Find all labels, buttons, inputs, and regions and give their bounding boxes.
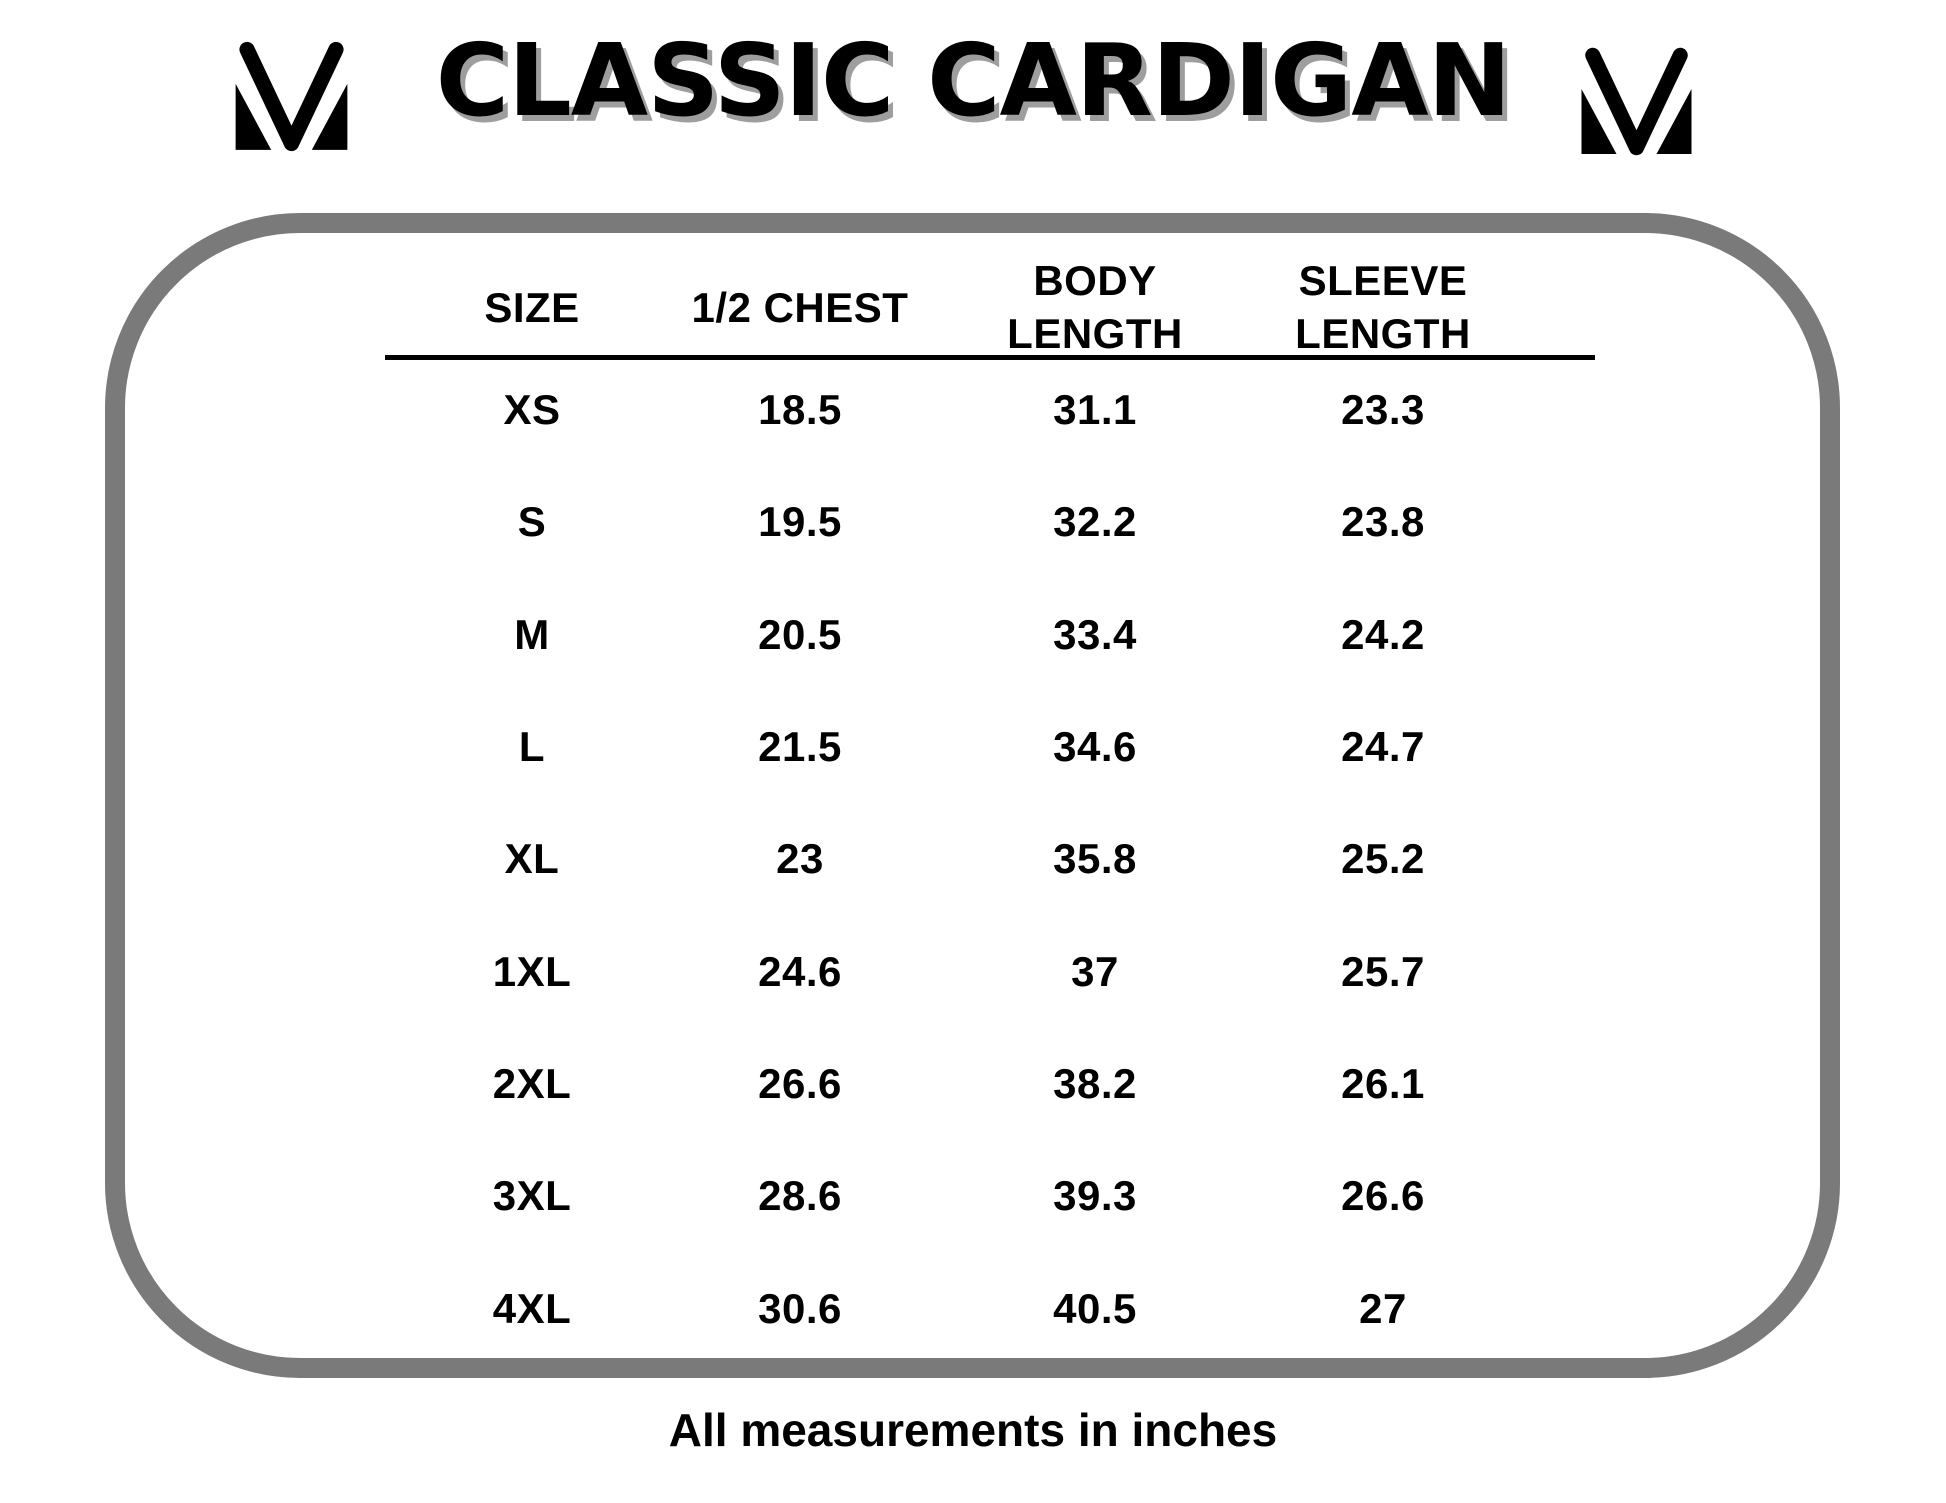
cell-value: 40.5 [1053, 1284, 1137, 1332]
mv-monogram-logo [1573, 44, 1700, 159]
cell-value: 24.7 [1341, 723, 1425, 771]
cell-value: 19.5 [758, 498, 842, 546]
column-header-1: 1/2 CHEST [691, 283, 909, 331]
cell-value: 28.6 [758, 1172, 842, 1220]
size-label: 2XL [492, 1059, 572, 1107]
table-row: L 21.5 34.6 24.7 [385, 691, 1497, 803]
cell-value: 24.2 [1341, 610, 1425, 658]
table-row: 3XL 28.6 39.3 26.6 [385, 1140, 1497, 1252]
table-row: 2XL 26.6 38.2 26.1 [385, 1028, 1497, 1140]
table-row: 4XL 30.6 40.5 27 [385, 1252, 1497, 1364]
cell-value: 24.6 [758, 947, 842, 995]
cell-value: 30.6 [758, 1284, 842, 1332]
cell-value: 23 [776, 835, 824, 883]
cell-value: 35.8 [1053, 835, 1137, 883]
cell-value: 38.2 [1053, 1059, 1137, 1107]
column-header-3: SLEEVE LENGTH [1295, 257, 1471, 357]
cell-value: 32.2 [1053, 498, 1137, 546]
size-label: 1XL [492, 947, 572, 995]
cell-value: 33.4 [1053, 610, 1137, 658]
cell-value: 27 [1359, 1284, 1407, 1332]
cell-value: 20.5 [758, 610, 842, 658]
column-header-0: SIZE [484, 283, 580, 331]
table-row: 1XL 24.6 37 25.7 [385, 915, 1497, 1027]
cell-value: 25.2 [1341, 835, 1425, 883]
table-row: S 19.5 32.2 23.8 [385, 466, 1497, 578]
cell-value: 37 [1071, 947, 1119, 995]
table-row: XS 18.5 31.1 23.3 [385, 354, 1497, 466]
size-label: L [518, 723, 546, 771]
cell-value: 31.1 [1053, 386, 1137, 434]
header-rule [385, 355, 1595, 360]
cell-value: 23.3 [1341, 386, 1425, 434]
measurements-footnote: All measurements in inches [668, 1404, 1278, 1456]
page-title: CLASSIC CARDIGAN [435, 22, 1512, 139]
cell-value: 26.6 [758, 1059, 842, 1107]
size-label: M [514, 610, 550, 658]
cell-value: 26.6 [1341, 1172, 1425, 1220]
cell-value: 25.7 [1341, 947, 1425, 995]
size-label: 3XL [492, 1172, 572, 1220]
size-table-body: XS 18.5 31.1 23.3 S 19.5 32.2 23.8 M 20.5 33.4 24.2… [385, 354, 1497, 1365]
rounded-frame [105, 213, 1840, 1378]
size-table-header: SIZE 1/2 CHEST BODY LENGTH SLEEVE LENGTH [385, 252, 1497, 362]
column-header-2: BODY LENGTH [1007, 257, 1183, 357]
cell-value: 34.6 [1053, 723, 1137, 771]
size-label: S [517, 498, 547, 546]
cell-value: 18.5 [758, 386, 842, 434]
cell-value: 39.3 [1053, 1172, 1137, 1220]
size-label: XS [503, 386, 561, 434]
table-row: XL 23 35.8 25.2 [385, 803, 1497, 915]
table-row: M 20.5 33.4 24.2 [385, 579, 1497, 691]
cell-value: 23.8 [1341, 498, 1425, 546]
cell-value: 26.1 [1341, 1059, 1425, 1107]
cell-value: 21.5 [758, 723, 842, 771]
mv-monogram-logo [228, 38, 355, 155]
size-label: 4XL [492, 1284, 572, 1332]
size-label: XL [504, 835, 560, 883]
